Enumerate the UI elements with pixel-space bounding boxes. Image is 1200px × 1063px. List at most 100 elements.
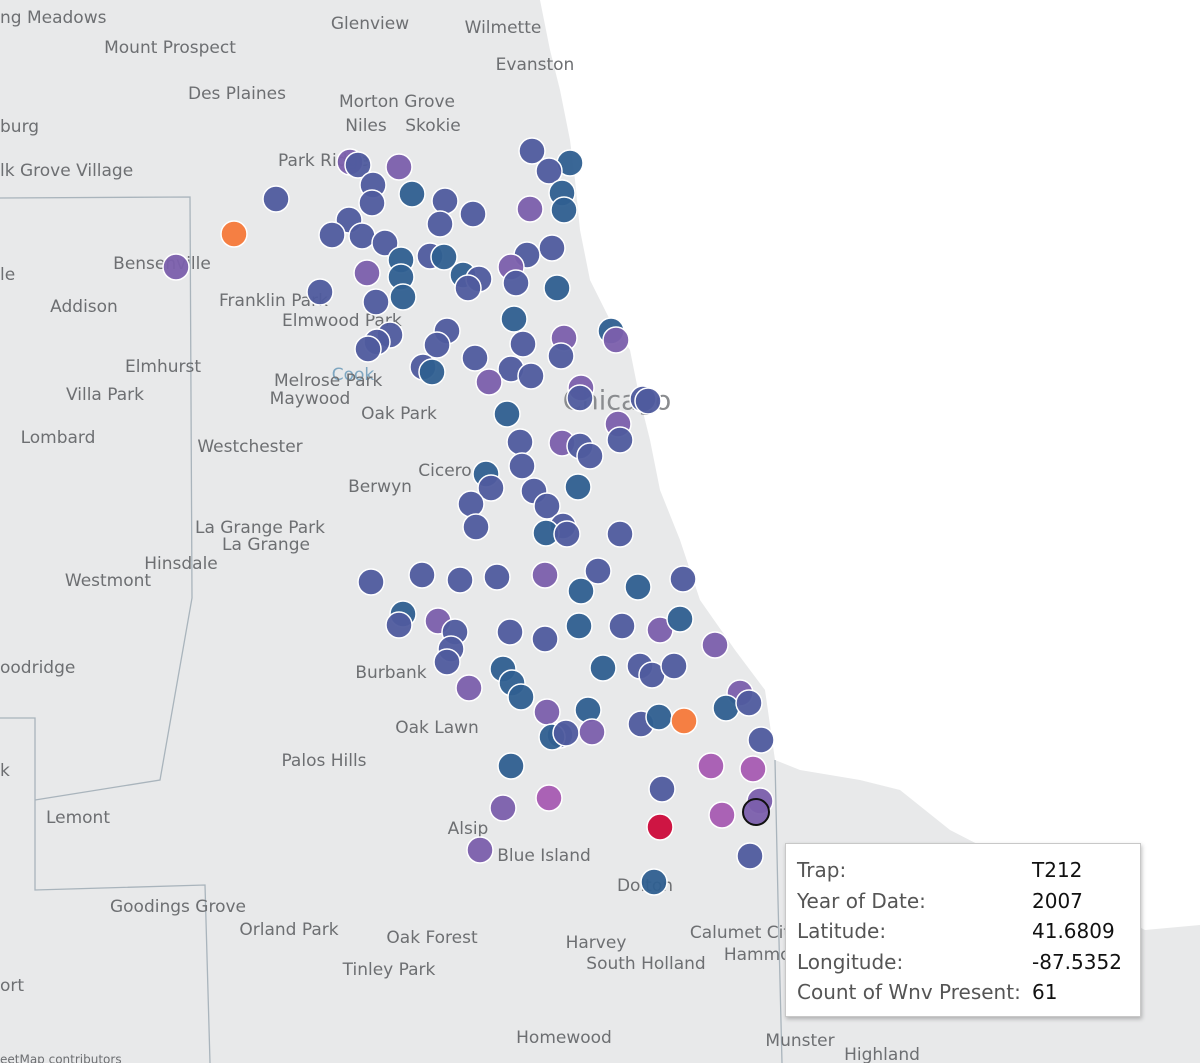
trap-dot[interactable] <box>354 335 382 363</box>
trap-dot[interactable] <box>493 400 521 428</box>
place-label: Homewood <box>516 1028 612 1048</box>
trap-dot[interactable] <box>517 362 545 390</box>
trap-dot[interactable] <box>547 342 575 370</box>
trap-dot[interactable] <box>455 674 483 702</box>
trap-dot[interactable] <box>371 229 399 257</box>
trap-dot[interactable] <box>162 253 190 281</box>
trap-dot[interactable] <box>516 195 544 223</box>
trap-dot[interactable] <box>646 813 674 841</box>
trap-dot[interactable] <box>398 180 426 208</box>
trap-dot[interactable] <box>739 755 767 783</box>
trap-dot[interactable] <box>507 683 535 711</box>
trap-dot[interactable] <box>454 274 482 302</box>
trap-dot[interactable] <box>389 283 417 311</box>
trap-dot[interactable] <box>669 565 697 593</box>
trap-dot[interactable] <box>645 703 673 731</box>
trap-dot[interactable] <box>576 442 604 470</box>
trap-dot[interactable] <box>426 210 454 238</box>
place-label: oodridge <box>0 658 75 678</box>
trap-dot[interactable] <box>506 428 534 456</box>
tooltip-row: Trap: T212 <box>797 858 1140 889</box>
trap-dot[interactable] <box>564 473 592 501</box>
trap-dot[interactable] <box>408 561 436 589</box>
trap-dot[interactable] <box>666 605 694 633</box>
trap-dot[interactable] <box>708 801 736 829</box>
trap-dot[interactable] <box>509 330 537 358</box>
trap-dot[interactable] <box>533 492 561 520</box>
trap-dot[interactable] <box>348 222 376 250</box>
trap-dot[interactable] <box>578 718 606 746</box>
trap-dot[interactable] <box>306 278 334 306</box>
trap-dot[interactable] <box>496 618 524 646</box>
trap-dot[interactable] <box>589 654 617 682</box>
trap-dot[interactable] <box>418 358 446 386</box>
trap-dot[interactable] <box>697 752 725 780</box>
trap-dot[interactable] <box>446 566 474 594</box>
trap-dot[interactable] <box>567 577 595 605</box>
trap-dot[interactable] <box>497 752 525 780</box>
trap-dot[interactable] <box>502 269 530 297</box>
trap-dot[interactable] <box>608 612 636 640</box>
trap-dot[interactable] <box>634 387 662 415</box>
trap-dot[interactable] <box>457 490 485 518</box>
trap-dot[interactable] <box>433 648 461 676</box>
trap-dot[interactable] <box>602 326 630 354</box>
trap-dot[interactable] <box>344 151 372 179</box>
trap-dot[interactable] <box>553 520 581 548</box>
trap-dot[interactable] <box>385 153 413 181</box>
trap-dot[interactable] <box>508 452 536 480</box>
trap-dot[interactable] <box>543 274 571 302</box>
trap-dot[interactable] <box>535 784 563 812</box>
trap-dot[interactable] <box>701 631 729 659</box>
trap-dot[interactable] <box>566 384 594 412</box>
trap-dot[interactable] <box>648 775 676 803</box>
trap-dot[interactable] <box>477 474 505 502</box>
place-label: Elmwood Park <box>282 311 402 331</box>
trap-dot[interactable] <box>670 707 698 735</box>
trap-dot[interactable] <box>357 568 385 596</box>
trap-dot[interactable] <box>318 221 346 249</box>
trap-dot[interactable] <box>606 520 634 548</box>
trap-dot[interactable] <box>624 573 652 601</box>
trap-dot[interactable] <box>584 557 612 585</box>
trap-dot[interactable] <box>712 694 740 722</box>
trap-dot[interactable] <box>423 331 451 359</box>
trap-dot[interactable] <box>462 513 490 541</box>
trap-dot[interactable] <box>459 200 487 228</box>
trap-dot[interactable] <box>552 719 580 747</box>
trap-dot[interactable] <box>430 243 458 271</box>
place-label: Oak Park <box>361 404 437 424</box>
trap-dot[interactable] <box>431 187 459 215</box>
trap-dot[interactable] <box>220 220 248 248</box>
tooltip-value: -87.5352 <box>1032 949 1122 974</box>
place-label: Evanston <box>496 55 575 75</box>
trap-dot[interactable] <box>538 234 566 262</box>
trap-dot[interactable] <box>735 689 763 717</box>
place-label: Goodings Grove <box>110 897 246 917</box>
trap-dot[interactable] <box>550 196 578 224</box>
trap-dot[interactable] <box>358 189 386 217</box>
trap-dot[interactable] <box>535 157 563 185</box>
trap-dot[interactable] <box>531 561 559 589</box>
trap-dot[interactable] <box>747 726 775 754</box>
trap-dot[interactable] <box>518 137 546 165</box>
trap-dot[interactable] <box>461 344 489 372</box>
trap-dot[interactable] <box>466 836 494 864</box>
trap-dot[interactable] <box>606 426 634 454</box>
trap-dot[interactable] <box>742 798 770 826</box>
trap-dot[interactable] <box>660 652 688 680</box>
trap-dot[interactable] <box>736 842 764 870</box>
trap-dot[interactable] <box>483 563 511 591</box>
trap-dot[interactable] <box>353 259 381 287</box>
trap-dot[interactable] <box>489 794 517 822</box>
trap-dot[interactable] <box>533 698 561 726</box>
trap-dot[interactable] <box>385 611 413 639</box>
trap-dot[interactable] <box>362 288 390 316</box>
trap-dot[interactable] <box>262 185 290 213</box>
trap-dot[interactable] <box>475 368 503 396</box>
trap-dot[interactable] <box>565 612 593 640</box>
trap-dot[interactable] <box>500 305 528 333</box>
trap-dot[interactable] <box>531 625 559 653</box>
trap-dot[interactable] <box>640 868 668 896</box>
